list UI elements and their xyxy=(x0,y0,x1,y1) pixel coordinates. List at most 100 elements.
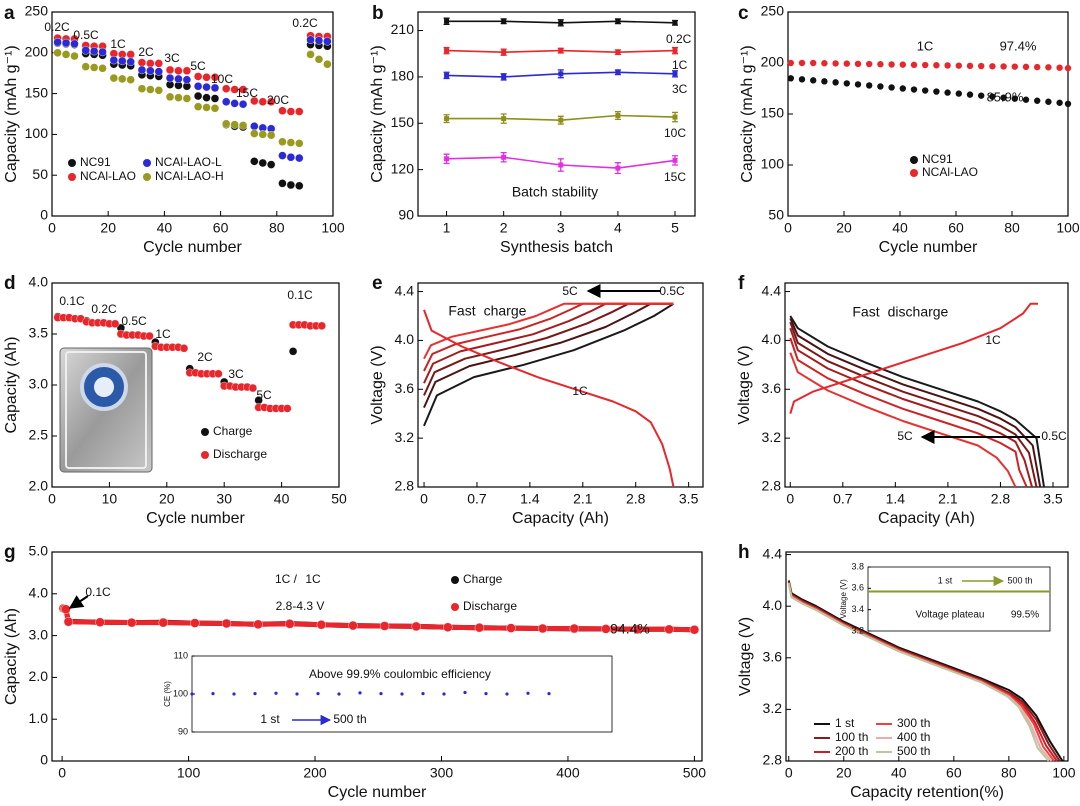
annotation: 0.5C xyxy=(121,314,147,328)
y-tick-label: 3.4 xyxy=(851,604,864,614)
arrow xyxy=(68,595,89,609)
point xyxy=(866,82,873,89)
x-tick-label: 20 xyxy=(100,220,116,236)
point xyxy=(146,85,155,94)
panel: 0 20 40 60 80 100 50 100 150 200 250 Cycle number Ca… xyxy=(738,3,1080,257)
panel: 0 0.7 1.4 2.1 2.8 3.5 2.8 3.2 3.6 4.0 4.4 Capacity … xyxy=(369,273,704,527)
point xyxy=(154,67,163,76)
point xyxy=(1022,63,1030,71)
point xyxy=(484,692,488,696)
point xyxy=(238,121,248,130)
y-tick-label: 4.0 xyxy=(29,274,49,290)
point xyxy=(955,62,962,69)
legend-label: Discharge xyxy=(463,599,517,613)
y-axis-label: Voltage (V) xyxy=(736,345,753,424)
panel-label: h xyxy=(738,542,750,563)
point xyxy=(109,55,119,65)
point xyxy=(238,85,248,94)
plot-frame xyxy=(417,11,696,217)
legend-label: Charge xyxy=(213,424,253,438)
point xyxy=(379,621,390,631)
point xyxy=(888,84,895,91)
annotation: 1C xyxy=(917,38,934,53)
point xyxy=(154,59,163,68)
annotation: 0.2C xyxy=(44,20,70,34)
point xyxy=(61,604,71,614)
point xyxy=(944,89,951,96)
curve xyxy=(423,309,675,488)
point xyxy=(250,96,259,106)
annotation: 5C xyxy=(256,388,272,402)
annotation: 1 st xyxy=(938,575,953,585)
annotation: 1C xyxy=(985,333,1001,347)
legend-label: NCAl-LAO-H xyxy=(155,169,224,183)
annotation: 2C xyxy=(138,45,154,59)
y-axis-label: Voltage (V) xyxy=(737,617,754,696)
annotation: 2.8-4.3 V xyxy=(276,599,325,613)
annotation: 0.2C xyxy=(292,16,318,30)
y-tick-label: 3.6 xyxy=(763,648,783,664)
point xyxy=(506,623,516,633)
point xyxy=(158,617,168,628)
y-tick-label: 150 xyxy=(25,84,49,100)
curve xyxy=(423,302,674,360)
y-tick-label: 3.2 xyxy=(762,429,782,445)
x-tick-label: 60 xyxy=(948,220,964,236)
point xyxy=(253,619,263,630)
y-axis-label: Capacity (mAh g⁻¹) xyxy=(369,45,386,182)
legend-label: NC91 xyxy=(922,152,953,166)
legend-label: 200 th xyxy=(835,744,868,758)
point xyxy=(444,72,450,78)
annotation: 1C xyxy=(110,37,126,51)
point xyxy=(190,692,194,696)
point xyxy=(118,74,127,84)
y-tick-label: 0 xyxy=(40,207,48,223)
y-tick-label: 90 xyxy=(398,207,414,223)
y-tick-label: 0 xyxy=(40,752,48,768)
point xyxy=(53,48,62,57)
point xyxy=(295,181,304,191)
annotation: 85.9% xyxy=(987,89,1024,104)
y-axis-label: Capacity (mAh g⁻¹) xyxy=(3,45,20,182)
x-axis-label: Cycle number xyxy=(879,239,978,256)
y-tick-label: 3.8 xyxy=(851,561,864,571)
point xyxy=(285,619,295,629)
x-tick-label: 60 xyxy=(946,765,962,781)
point xyxy=(1034,63,1041,71)
point xyxy=(316,692,320,696)
annotation: 97.4% xyxy=(1000,38,1037,53)
point xyxy=(137,65,147,75)
annotation: 0.2C xyxy=(91,302,117,316)
point xyxy=(250,122,259,131)
y-axis-label: CE (%) xyxy=(163,681,172,707)
point xyxy=(810,77,817,84)
annotation: Fast xyxy=(852,304,879,320)
point xyxy=(1034,97,1041,104)
point xyxy=(61,38,71,48)
point xyxy=(978,62,985,70)
point xyxy=(193,91,203,101)
point xyxy=(283,404,292,413)
point xyxy=(316,620,327,630)
y-tick-label: 50 xyxy=(32,166,48,182)
point xyxy=(672,71,678,77)
y-tick-label: 120 xyxy=(391,160,415,176)
y-tick-label: 200 xyxy=(25,44,49,60)
y-tick-label: 4.0 xyxy=(395,331,415,347)
series-label: 3C xyxy=(672,82,688,96)
y-tick-label: 2.5 xyxy=(29,427,49,443)
annotation: 0.5C xyxy=(659,284,685,298)
data-band xyxy=(62,606,695,633)
point xyxy=(286,153,296,162)
panel-label: f xyxy=(738,273,745,294)
x-axis-label: Cycle number xyxy=(328,784,427,801)
annotation: 0.1C xyxy=(85,585,111,599)
annotation: 5C xyxy=(897,429,913,443)
legend-swatch xyxy=(451,576,459,584)
point xyxy=(232,692,236,696)
point xyxy=(250,129,259,138)
annotation: 0.1C xyxy=(59,294,85,308)
